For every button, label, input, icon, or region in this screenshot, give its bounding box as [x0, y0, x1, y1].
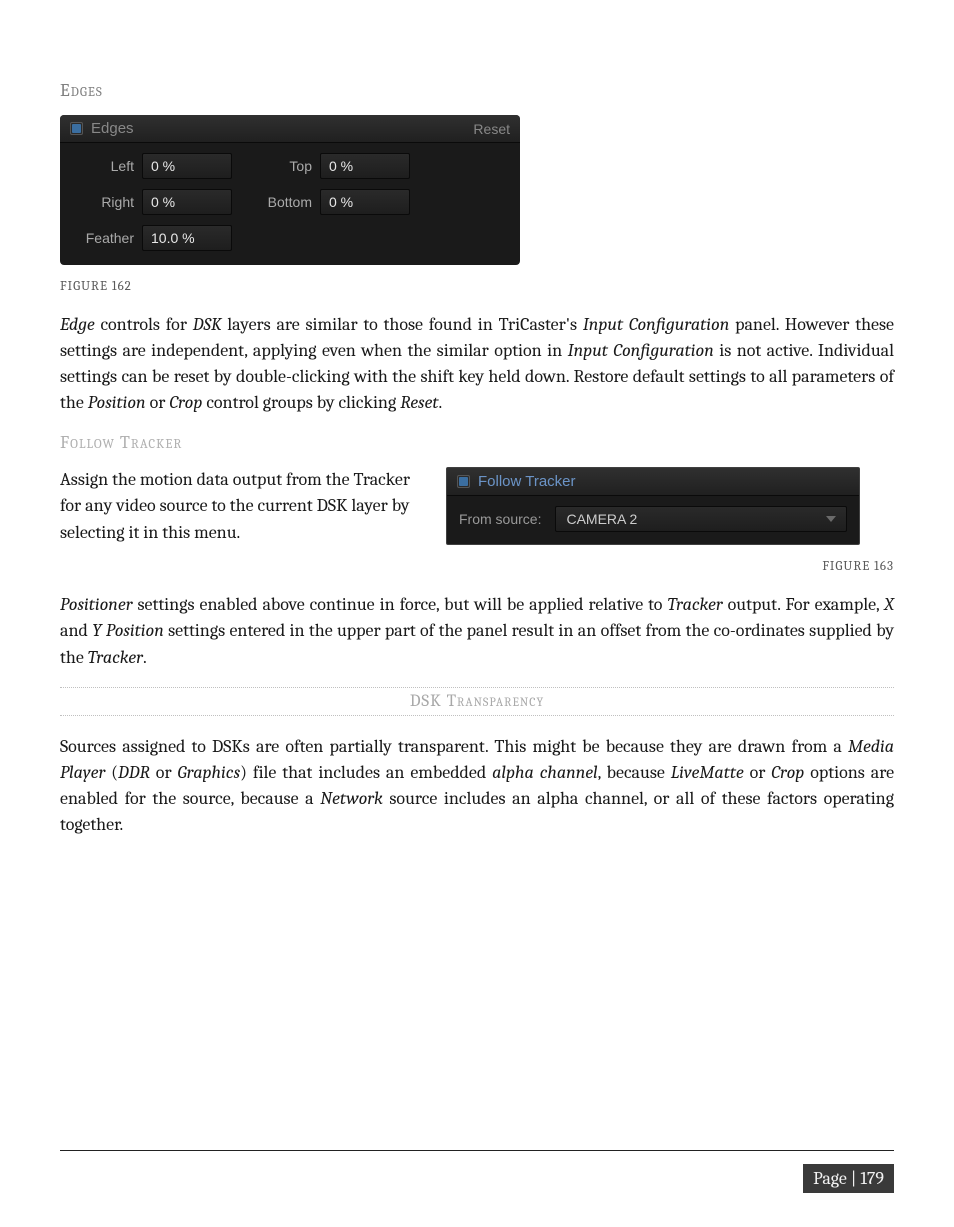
figure-163-caption: FIGURE 163	[446, 559, 894, 574]
heading-follow-tracker: Follow Tracker	[60, 432, 894, 453]
edges-panel-body: Left 0 % Top 0 % Right 0 % Bottom 0 % Fe…	[60, 143, 520, 265]
follow-tracker-checkbox[interactable]	[457, 475, 470, 488]
follow-tracker-source-label: From source:	[459, 511, 541, 527]
edges-checkbox[interactable]	[70, 122, 83, 135]
edges-top-input[interactable]: 0 %	[320, 153, 410, 179]
figure-162-caption: FIGURE 162	[60, 279, 894, 294]
edges-left-input[interactable]: 0 %	[142, 153, 232, 179]
edges-bottom-label: Bottom	[232, 194, 320, 210]
edges-feather-label: Feather	[74, 230, 142, 246]
page-number-badge: Page | 179	[803, 1164, 894, 1193]
paragraph-dsk-transparency: Sources assigned to DSKs are often parti…	[60, 734, 894, 838]
edges-panel: Edges Reset Left 0 % Top 0 % Right 0 % B…	[60, 115, 520, 265]
follow-tracker-panel-title: Follow Tracker	[478, 473, 576, 490]
follow-tracker-description: Assign the motion data output from the T…	[60, 467, 420, 545]
follow-tracker-source-value: CAMERA 2	[566, 511, 637, 527]
edges-panel-header: Edges Reset	[60, 115, 520, 143]
paragraph-edges-description: Edge controls for DSK layers are similar…	[60, 312, 894, 416]
paragraph-positioner: Positioner settings enabled above contin…	[60, 592, 894, 670]
edges-reset-button[interactable]: Reset	[473, 121, 510, 137]
follow-tracker-source-select[interactable]: CAMERA 2	[555, 506, 847, 532]
heading-edges: Edges	[60, 80, 894, 101]
edges-left-label: Left	[74, 158, 142, 174]
edges-top-label: Top	[232, 158, 320, 174]
footer-rule	[60, 1150, 894, 1151]
edges-right-input[interactable]: 0 %	[142, 189, 232, 215]
edges-bottom-input[interactable]: 0 %	[320, 189, 410, 215]
edges-panel-title: Edges	[91, 120, 473, 137]
edges-right-label: Right	[74, 194, 142, 210]
heading-dsk-transparency: DSK Transparency	[60, 687, 894, 716]
chevron-down-icon	[826, 516, 836, 522]
follow-tracker-panel-header: Follow Tracker	[447, 468, 859, 496]
follow-tracker-panel: Follow Tracker From source: CAMERA 2	[446, 467, 860, 545]
edges-feather-input[interactable]: 10.0 %	[142, 225, 232, 251]
